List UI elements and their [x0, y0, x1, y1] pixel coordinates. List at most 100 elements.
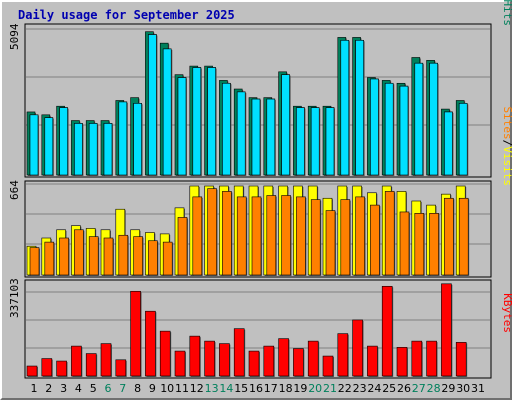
sites-bar — [103, 237, 114, 276]
pages-bar — [355, 39, 364, 176]
sites-bar — [222, 191, 232, 276]
pages-bar — [310, 107, 320, 176]
x-tick-label: 15 — [234, 382, 248, 395]
x-tick-label: 28 — [427, 382, 441, 395]
x-tick-label: 20 — [308, 382, 322, 395]
x-tick-label: 30 — [456, 382, 470, 395]
sites-bar — [458, 197, 469, 276]
kbytes-bar — [233, 328, 245, 377]
kbytes-bar — [411, 340, 423, 377]
x-tick-label: 29 — [441, 382, 455, 395]
kbytes-bar — [263, 345, 275, 377]
kbytes-bar — [100, 343, 112, 377]
pages-bar — [370, 78, 379, 176]
pages-bar — [207, 67, 216, 176]
pages-bar — [296, 107, 305, 176]
kbytes-bar — [204, 340, 215, 377]
visits-axis-max-label: 664 — [8, 180, 21, 200]
kbytes-bar — [455, 342, 467, 377]
x-tick-label: 27 — [412, 382, 426, 395]
x-tick-label: 19 — [293, 382, 307, 395]
sites-bar — [88, 236, 99, 276]
sites-bar — [444, 197, 454, 276]
x-tick-label: 9 — [149, 382, 156, 395]
kbytes-bar — [248, 350, 260, 377]
pages-bar — [429, 62, 438, 176]
kbytes-bar — [293, 348, 304, 377]
x-tick-label: 22 — [338, 382, 352, 395]
kbytes-bar — [337, 333, 349, 377]
pages-bar — [281, 74, 290, 176]
sites-bar — [325, 210, 336, 276]
kbytes-bar — [130, 290, 141, 377]
kbytes-bar — [159, 330, 171, 377]
kbytes-legend: KBytes — [501, 293, 512, 333]
x-tick-label: 24 — [367, 382, 381, 395]
x-tick-label: 16 — [249, 382, 263, 395]
pages-bar — [384, 82, 394, 176]
sites-bar — [296, 196, 306, 276]
sites-bar — [162, 241, 173, 276]
x-tick-label: 4 — [75, 382, 82, 395]
kbytes-bar — [41, 358, 53, 377]
x-tick-label: 3 — [60, 382, 67, 395]
sites-bar — [266, 195, 277, 276]
legend-entry: KBytes — [501, 293, 512, 333]
sites-bar — [207, 188, 217, 276]
pages-bar — [251, 98, 261, 176]
kbytes-bar — [71, 345, 82, 377]
x-tick-label: 13 — [205, 382, 219, 395]
x-tick-label: 25 — [382, 382, 396, 395]
kbytes-bar — [396, 347, 408, 377]
pages-bar — [414, 62, 424, 176]
legend-entry: Hits — [501, 0, 512, 26]
x-tick-label: 26 — [397, 382, 411, 395]
kbytes-bar — [219, 343, 230, 377]
pages-bar — [222, 82, 231, 176]
sites-bar — [251, 196, 262, 276]
x-tick-label: 11 — [175, 382, 189, 395]
visits-legend: Sites/Visits — [501, 107, 512, 187]
hits-legend: Pages/Files/Hits — [501, 0, 512, 26]
kbytes-bar — [189, 335, 201, 377]
legend-entry: / — [501, 140, 512, 147]
legend-entry: Sites — [501, 107, 512, 140]
pages-bar — [192, 67, 202, 176]
pages-bar — [444, 111, 453, 176]
kbytes-bar — [381, 285, 393, 377]
x-tick-label: 6 — [105, 382, 112, 395]
sites-bar — [236, 196, 247, 276]
kbytes-bar — [85, 353, 97, 377]
pages-bar — [148, 34, 157, 176]
x-tick-label: 21 — [323, 382, 337, 395]
hits-axis-max-label: 5094 — [8, 23, 21, 50]
chart-title: Daily usage for September 2025 — [18, 8, 235, 22]
pages-bar — [177, 77, 187, 176]
pages-bar — [44, 117, 54, 176]
x-tick-label: 5 — [90, 382, 97, 395]
sites-bar — [118, 234, 129, 276]
pages-bar — [88, 123, 98, 176]
sites-bar — [414, 213, 425, 276]
sites-bar — [177, 217, 188, 276]
pages-bar — [133, 103, 142, 176]
pages-bar — [162, 48, 172, 176]
pages-bar — [29, 114, 39, 176]
kbytes-bar — [352, 319, 363, 377]
x-tick-label: 2 — [45, 382, 52, 395]
pages-bar — [325, 107, 335, 176]
kbytes-bar — [174, 350, 186, 377]
sites-bar — [148, 240, 158, 276]
pages-bar — [340, 39, 350, 176]
pages-bar — [266, 98, 276, 176]
kbytes-bar — [441, 283, 452, 377]
sites-bar — [192, 196, 203, 276]
sites-bar — [133, 236, 143, 276]
sites-bar — [355, 196, 365, 276]
x-tick-label: 8 — [134, 382, 141, 395]
legend-entry: Visits — [501, 146, 512, 186]
pages-bar — [103, 123, 113, 176]
kbytes-bar — [115, 359, 127, 377]
pages-bar — [59, 107, 68, 176]
